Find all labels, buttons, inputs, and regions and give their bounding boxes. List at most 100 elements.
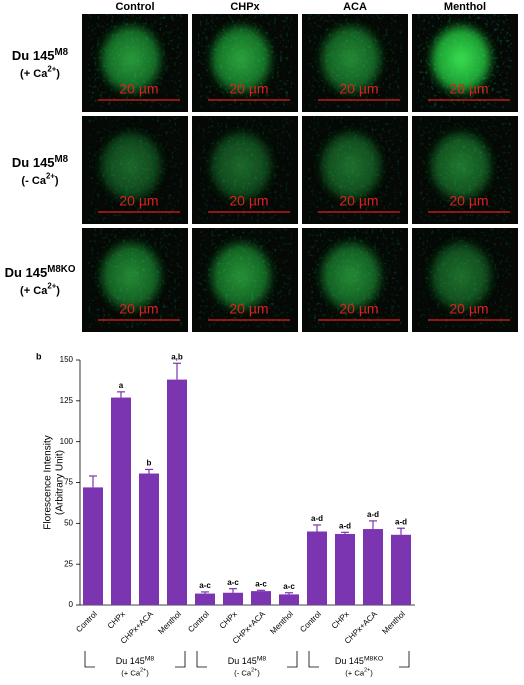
significance-label: a-d <box>311 514 323 523</box>
bar <box>335 533 355 605</box>
group-label: Du 145M8 <box>116 655 155 666</box>
x-tick-label: Menthol <box>380 609 407 636</box>
row-label-condition: (+ Ca2+) <box>20 64 60 79</box>
panel-label: b <box>36 351 42 361</box>
cell-line: Du 145 <box>12 155 55 170</box>
condition-end: ) <box>146 669 149 678</box>
micrograph: 20 µm <box>302 116 408 224</box>
micrograph: 20 µm <box>82 228 188 332</box>
condition-end: ) <box>56 285 60 297</box>
cell-line: Du 145 <box>335 656 364 666</box>
significance-label: b <box>147 459 152 468</box>
significance-label: a-c <box>199 581 211 590</box>
x-tick-label: Control <box>74 609 99 634</box>
condition: (+ Ca <box>345 669 365 678</box>
scale-bar-label: 20 µm <box>339 193 378 209</box>
column-header: CHPx <box>230 1 260 13</box>
bar <box>251 591 271 605</box>
y-tick-label: 150 <box>60 355 74 364</box>
bar <box>279 594 299 605</box>
micrograph: 20 µm <box>412 116 518 224</box>
y-tick-label: 25 <box>64 559 73 568</box>
scale-bar-label: 20 µm <box>229 193 268 209</box>
x-tick-label: Menthol <box>268 609 295 636</box>
group-label-condition: (- Ca2+) <box>234 668 260 678</box>
group-label-condition: (+ Ca2+) <box>121 668 149 678</box>
micrograph: 20 µm <box>412 14 518 112</box>
y-tick-label: 75 <box>64 478 73 487</box>
x-tick-label: CHPx <box>106 610 127 631</box>
scale-bar-label: 20 µm <box>339 301 378 317</box>
column-header: ACA <box>343 1 367 13</box>
condition: (+ Ca <box>20 285 48 297</box>
condition-sup: 2+ <box>364 668 370 674</box>
significance-label: a <box>119 381 124 390</box>
condition: (- Ca <box>21 175 46 187</box>
cell-line: Du 145 <box>12 48 55 63</box>
condition-sup: 2+ <box>47 64 56 73</box>
significance-label: a-c <box>227 578 239 587</box>
condition-end: ) <box>55 175 59 187</box>
y-axis-label: (Arbitrary Unit) <box>55 450 66 515</box>
row-label-condition: (- Ca2+) <box>21 171 58 186</box>
group-label-condition: (+ Ca2+) <box>345 668 373 678</box>
significance-label: a-d <box>367 510 379 519</box>
variant: M8 <box>257 655 267 662</box>
x-tick-label: CHPx <box>330 610 351 631</box>
scale-bar-label: 20 µm <box>449 193 488 209</box>
condition: (- Ca <box>234 669 252 678</box>
significance-label: a-d <box>395 517 407 526</box>
variant: M8KO <box>364 655 383 662</box>
scale-bar-label: 20 µm <box>119 81 158 97</box>
y-axis-label: Florescence Intensity <box>43 435 54 530</box>
bar <box>111 397 131 605</box>
column-header: Control <box>115 1 154 13</box>
condition: (+ Ca <box>20 68 48 80</box>
bar <box>139 473 159 605</box>
bar <box>307 531 327 605</box>
significance-label: a-c <box>255 579 267 588</box>
bar <box>391 534 411 605</box>
condition-sup: 2+ <box>140 668 146 674</box>
scale-bar-label: 20 µm <box>119 301 158 317</box>
condition-sup: 2+ <box>46 171 55 180</box>
significance-label: a,b <box>171 352 183 361</box>
bar <box>167 379 187 605</box>
micrograph: 20 µm <box>82 14 188 112</box>
row-label: Du 145M8 <box>12 46 69 63</box>
cell-line: Du 145 <box>5 265 48 280</box>
row-label-condition: (+ Ca2+) <box>20 281 60 296</box>
variant: M8 <box>55 46 69 57</box>
scale-bar-label: 20 µm <box>229 301 268 317</box>
condition: (+ Ca <box>121 669 141 678</box>
variant: M8 <box>55 153 69 164</box>
bar <box>223 592 243 605</box>
micrograph: 20 µm <box>192 228 298 332</box>
cell-line: Du 145 <box>116 656 145 666</box>
condition-end: ) <box>257 669 260 678</box>
y-tick-label: 50 <box>64 518 73 527</box>
x-tick-label: Control <box>186 609 211 634</box>
scale-bar-label: 20 µm <box>339 81 378 97</box>
condition-sup: 2+ <box>251 668 257 674</box>
significance-label: a-d <box>339 521 351 530</box>
y-tick-label: 100 <box>60 437 74 446</box>
group-bracket <box>196 651 298 668</box>
micrograph: 20 µm <box>82 116 188 224</box>
bar <box>195 593 215 605</box>
micrograph: 20 µm <box>412 228 518 332</box>
micrograph: 20 µm <box>302 228 408 332</box>
scale-bar-label: 20 µm <box>119 193 158 209</box>
group-label: Du 145M8KO <box>335 655 383 666</box>
scale-bar-label: 20 µm <box>229 81 268 97</box>
group-bracket <box>84 651 186 668</box>
y-tick-label: 0 <box>69 600 74 609</box>
y-tick-label: 125 <box>60 396 74 405</box>
variant: M8KO <box>47 263 76 274</box>
micrograph: 20 µm <box>192 116 298 224</box>
column-header: Menthol <box>444 1 486 13</box>
group-label: Du 145M8 <box>228 655 267 666</box>
scale-bar-label: 20 µm <box>449 301 488 317</box>
cell-line: Du 145 <box>228 656 257 666</box>
row-label: Du 145M8KO <box>5 263 76 280</box>
